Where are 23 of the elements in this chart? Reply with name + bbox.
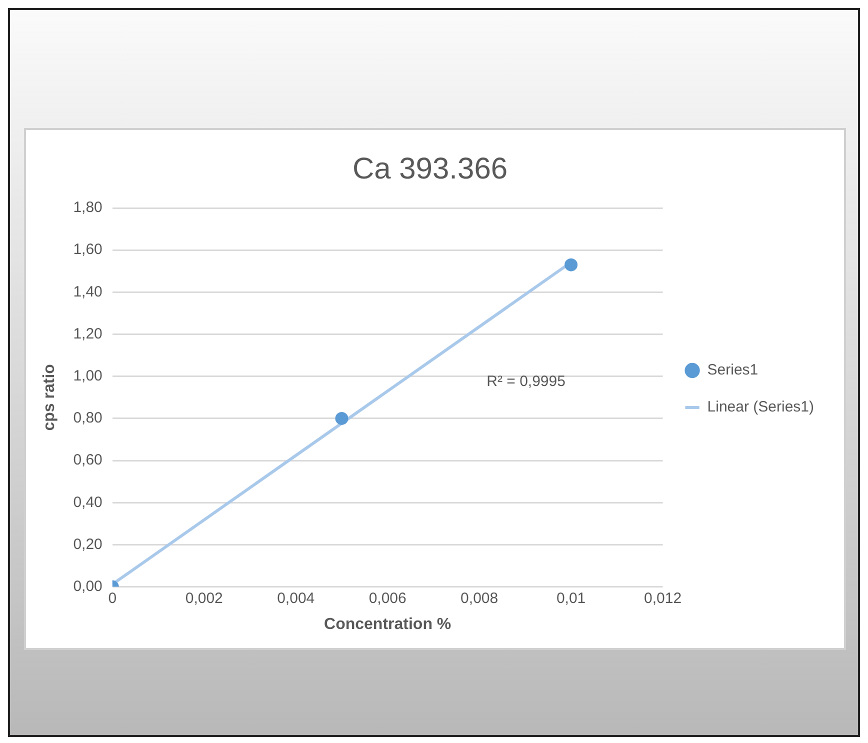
x-tick-label: 0,002 [185,590,223,607]
y-tick-label: 1,00 [73,367,102,384]
chart-title: Ca 393.366 [352,152,508,186]
x-tick-label: 0,008 [460,590,498,607]
legend-label: Series1 [707,362,758,379]
y-tick-label: 1,20 [73,325,102,342]
y-tick-label: 0,20 [73,536,102,553]
x-tick-label: 0,01 [556,590,586,607]
y-axis-title: cps ratio [41,364,58,431]
y-tick-label: 0,80 [73,410,102,427]
x-tick-label: 0 [108,590,117,607]
y-tick-label: 1,40 [73,283,102,300]
y-tick-label: 0,40 [73,494,102,511]
x-axis-title: Concentration % [324,616,452,633]
x-tick-label: 0,012 [644,590,682,607]
y-tick-label: 1,60 [73,241,102,258]
y-tick-label: 0,00 [73,578,102,595]
x-tick-label: 0,006 [368,590,406,607]
y-tick-label: 1,80 [73,199,102,216]
legend-label: Linear (Series1) [707,398,814,416]
x-tick-label: 0,004 [277,590,315,607]
annotation: R² = 0,9995 [486,373,566,390]
y-tick-label: 0,60 [73,452,102,469]
